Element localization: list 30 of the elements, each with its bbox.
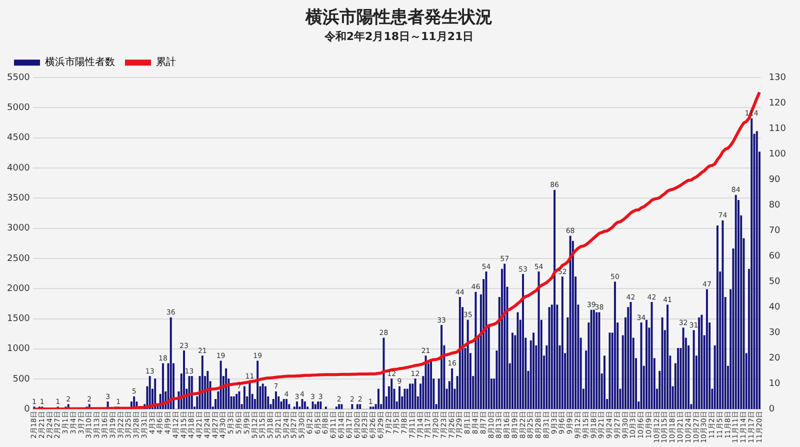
y-tick-label: 4000 xyxy=(7,163,30,174)
y-tick-label: 5000 xyxy=(7,103,30,114)
y-tick-label: 500 xyxy=(12,374,30,384)
y2-tick-label: 90 xyxy=(768,174,781,185)
y2-tick-label: 130 xyxy=(768,72,786,83)
y2-tick-label: 0 xyxy=(768,404,775,415)
y2-tick-label: 20 xyxy=(768,354,781,364)
y2-tick-label: 60 xyxy=(768,251,781,262)
y-tick-label: 1500 xyxy=(7,314,30,324)
y-tick-label: 4500 xyxy=(7,133,30,144)
y2-tick-label: 100 xyxy=(768,149,786,160)
y-tick-label: 2000 xyxy=(7,284,30,294)
y-tick-label: 3000 xyxy=(7,224,30,234)
y2-tick-label: 80 xyxy=(768,200,781,210)
y-tick-label: 3500 xyxy=(7,194,30,204)
y-tick-label: 5500 xyxy=(7,72,30,83)
y2-tick-label: 110 xyxy=(768,124,786,134)
y2-tick-label: 70 xyxy=(768,226,781,236)
y-tick-label: 0 xyxy=(24,404,30,415)
y-tick-label: 1000 xyxy=(7,344,30,354)
legend-label: 横浜市陽性者数 xyxy=(45,56,115,68)
legend-label: 累計 xyxy=(156,56,176,68)
y2-tick-label: 10 xyxy=(768,379,781,390)
chart-title: 横浜市陽性患者発生状況 xyxy=(304,8,492,28)
chart-subtitle: 令和2年2月18日～11月21日 xyxy=(323,30,474,43)
y2-tick-label: 30 xyxy=(768,328,781,338)
y2-tick-label: 40 xyxy=(768,302,781,313)
y2-tick-label: 50 xyxy=(768,276,781,287)
y2-tick-label: 120 xyxy=(768,98,786,108)
y-tick-label: 2500 xyxy=(7,254,30,264)
